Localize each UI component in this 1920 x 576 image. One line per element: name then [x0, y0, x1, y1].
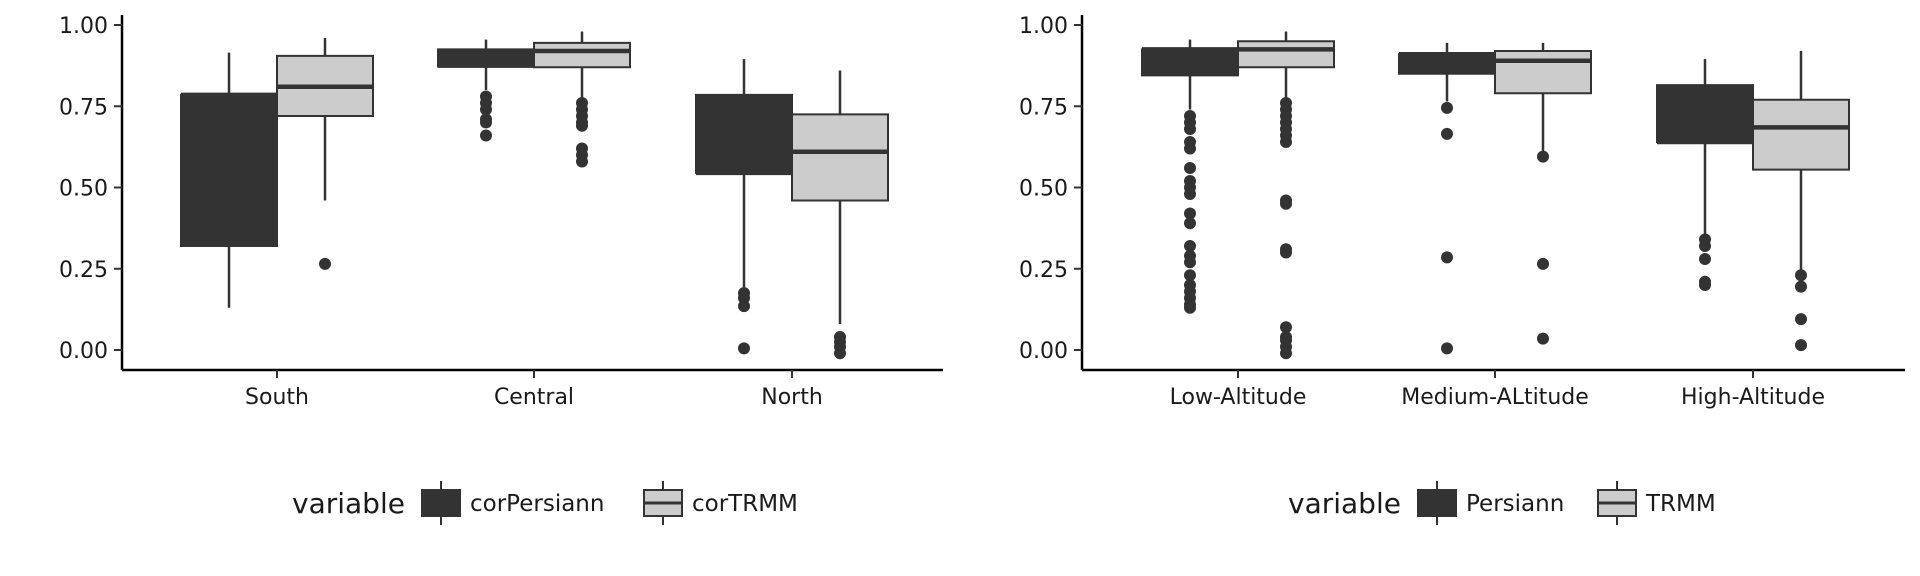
outlier-point — [1280, 347, 1292, 360]
y-tick-label: 0.50 — [1019, 177, 1068, 202]
outlier-point — [1795, 339, 1807, 352]
outlier-point — [1184, 123, 1196, 135]
box-iqr — [1141, 48, 1239, 77]
outlier-point — [480, 103, 492, 116]
outlier-point — [1441, 251, 1453, 264]
box-Persiann-Medium-ALtitude — [1398, 42, 1496, 355]
right-boxplot-panel: 0.00 0.25 0.50 0.75 1.00 Low-Altitude Medium-A… — [1019, 14, 1905, 525]
box-iqr — [1752, 98, 1850, 171]
box-corPersiann-South — [180, 52, 278, 308]
outlier-point — [1184, 217, 1196, 230]
legend-key-corPersiann — [421, 481, 461, 525]
y-tick-label: 0.25 — [1019, 258, 1068, 283]
legend-label: corTRMM — [692, 491, 798, 517]
y-tick-label: 0.00 — [59, 339, 108, 364]
outlier-point — [1280, 246, 1292, 259]
outlier-point — [1795, 280, 1807, 293]
outlier-point — [480, 129, 492, 142]
box-iqr — [1656, 84, 1754, 143]
outlier-point — [1280, 197, 1292, 210]
outlier-point — [1699, 279, 1711, 291]
box-iqr — [695, 93, 793, 174]
legend: variable Persiann TRMM — [1288, 481, 1716, 525]
outlier-point — [576, 155, 588, 168]
box-iqr — [791, 113, 889, 202]
outlier-point — [1280, 321, 1292, 334]
outlier-point — [480, 116, 492, 129]
x-tick-label: High-Altitude — [1681, 385, 1825, 410]
outlier-point — [1699, 240, 1711, 252]
legend-key-TRMM — [1597, 481, 1637, 525]
x-tick-label: Medium-ALtitude — [1401, 385, 1589, 410]
box-TRMM-High-Altitude — [1752, 51, 1850, 352]
outlier-point — [1537, 257, 1549, 270]
box-corTRMM-Central — [533, 31, 631, 168]
legend-key-Persiann — [1417, 481, 1457, 525]
outlier-point — [1795, 313, 1807, 326]
outlier-point — [319, 257, 331, 270]
legend-label: TRMM — [1645, 491, 1716, 517]
y-tick-label: 0.50 — [59, 177, 108, 202]
outlier-point — [1184, 269, 1196, 282]
outlier-point — [1184, 301, 1196, 314]
y-tick-label: 0.00 — [1019, 339, 1068, 364]
y-tick-label: 0.75 — [59, 95, 108, 120]
x-tick-label: North — [761, 385, 823, 410]
outlier-point — [1184, 162, 1196, 174]
outlier-point — [1184, 188, 1196, 200]
outlier-point — [1441, 101, 1453, 114]
x-tick-label: South — [245, 385, 309, 410]
box-Persiann-Low-Altitude — [1141, 39, 1239, 314]
legend-title: variable — [1288, 487, 1401, 520]
outlier-point — [1537, 150, 1549, 163]
box-iqr — [1494, 50, 1592, 95]
outlier-point — [1184, 256, 1196, 269]
y-tick-label: 0.25 — [59, 258, 108, 283]
outlier-point — [738, 300, 750, 313]
legend: variable corPersiann corTRMM — [292, 481, 798, 525]
box-iqr — [1237, 40, 1335, 69]
outlier-point — [1795, 269, 1807, 282]
box-iqr — [533, 41, 631, 69]
outlier-point — [738, 342, 750, 355]
outlier-point — [576, 119, 588, 132]
left-boxplot-panel: 0.00 0.25 0.50 0.75 1.00 South Central North var… — [59, 14, 943, 525]
x-tick-label: Low-Altitude — [1170, 385, 1307, 410]
legend-label: corPersiann — [470, 491, 604, 517]
outlier-point — [1699, 253, 1711, 265]
box-TRMM-Medium-ALtitude — [1494, 42, 1592, 345]
outlier-point — [1441, 127, 1453, 140]
legend-label: Persiann — [1466, 491, 1564, 517]
outlier-point — [834, 347, 846, 360]
box-TRMM-Low-Altitude — [1237, 31, 1335, 360]
box-corTRMM-North — [791, 70, 889, 360]
box-corTRMM-South — [276, 38, 374, 270]
y-tick-label: 0.75 — [1019, 95, 1068, 120]
outlier-point — [1441, 342, 1453, 355]
box-corPersiann-North — [695, 59, 793, 355]
outlier-point — [1184, 240, 1196, 252]
legend-title: variable — [292, 487, 405, 520]
y-tick-label: 1.00 — [1019, 14, 1068, 39]
outlier-point — [1184, 207, 1196, 220]
box-corPersiann-Central — [437, 39, 535, 142]
y-tick-label: 1.00 — [59, 14, 108, 39]
x-tick-label: Central — [494, 385, 574, 410]
outlier-point — [1537, 332, 1549, 345]
box-Persiann-High-Altitude — [1656, 59, 1754, 291]
legend-key-corTRMM — [643, 481, 683, 525]
box-iqr — [1398, 53, 1496, 75]
box-iqr — [180, 93, 278, 247]
outlier-point — [1280, 136, 1292, 148]
outlier-point — [1184, 142, 1196, 155]
